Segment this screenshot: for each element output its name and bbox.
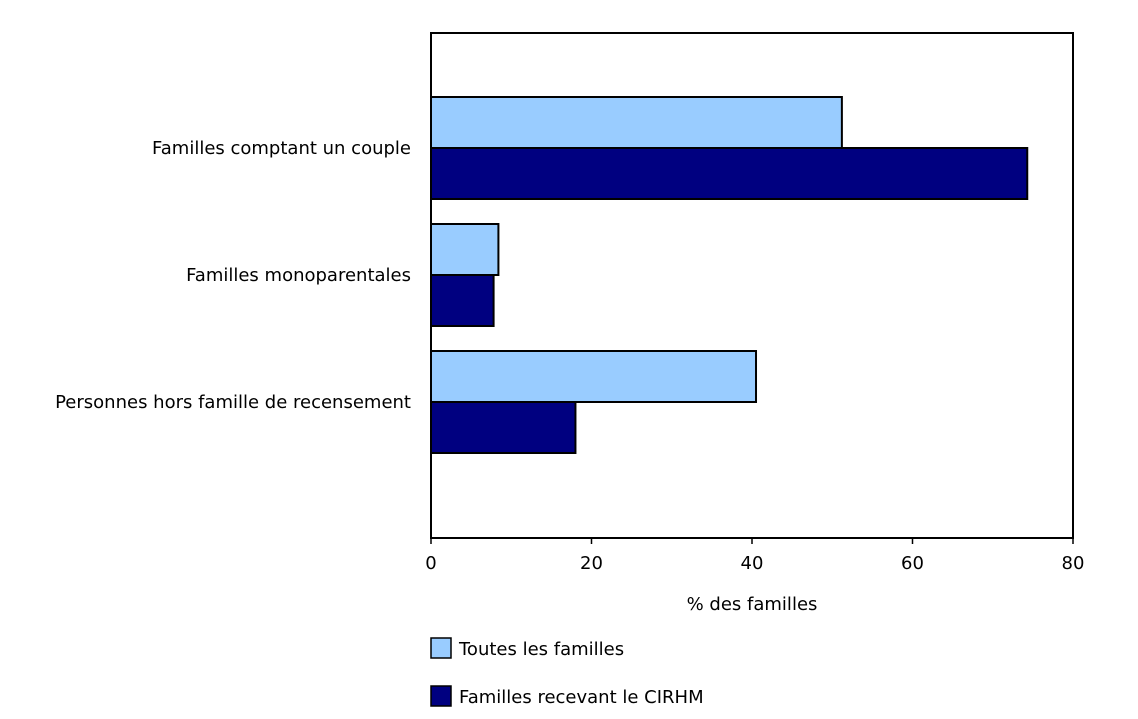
bar-cirhm-2 bbox=[430, 401, 577, 454]
category-label: Personnes hors famille de recensement bbox=[55, 392, 411, 413]
x-axis-title: % des familles bbox=[687, 594, 818, 615]
category-label: Familles monoparentales bbox=[186, 265, 411, 286]
bar-cirhm-0 bbox=[430, 147, 1029, 200]
x-tick-label: 60 bbox=[901, 553, 924, 574]
bar-toutes-les-familles-0 bbox=[430, 96, 843, 149]
bar-cirhm-1 bbox=[430, 274, 495, 327]
x-tick-label: 20 bbox=[580, 553, 603, 574]
x-tick-label: 80 bbox=[1062, 553, 1085, 574]
legend-label: Toutes les familles bbox=[458, 639, 624, 660]
x-tick-label: 0 bbox=[425, 553, 436, 574]
legend-label: Familles recevant le CIRHM bbox=[459, 687, 704, 708]
x-tick-label: 40 bbox=[741, 553, 764, 574]
bar-toutes-les-familles-1 bbox=[430, 223, 500, 276]
bar-toutes-les-familles-2 bbox=[430, 350, 758, 403]
legend-swatch bbox=[430, 685, 452, 707]
legend-swatch bbox=[430, 637, 452, 659]
category-label: Familles comptant un couple bbox=[152, 138, 411, 159]
